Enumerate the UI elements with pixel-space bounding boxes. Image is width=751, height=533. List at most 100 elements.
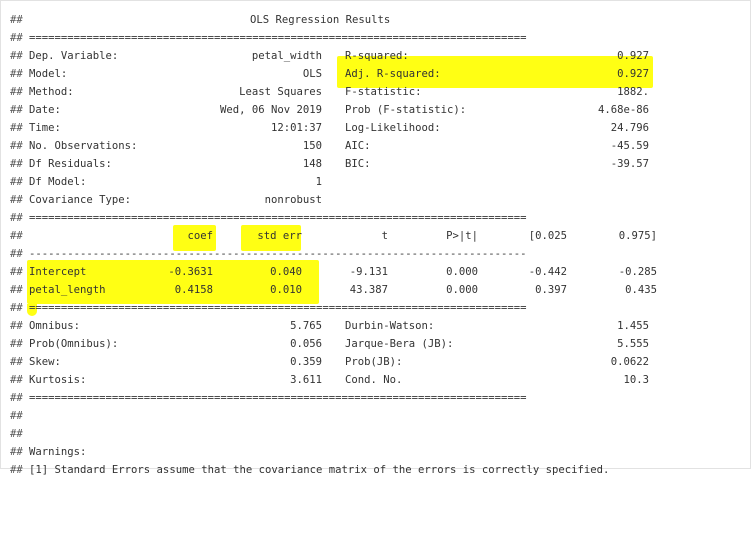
info-label: Df Residuals: [29,158,112,170]
line-prefix: ## [10,14,23,26]
coef-header-row: ## coef std err t P>|t| [0.025 0.975] [10,227,750,245]
line-prefix: ## [10,68,23,80]
info-row: ## Df Model: 1 [10,173,750,191]
diagnostic-value: 10.3 [623,374,649,386]
highlight-std-err-header [241,225,301,251]
diagnostic-value: 5.555 [617,338,649,350]
stat-label: AIC: [345,140,371,152]
warning-text: [1] Standard Errors assume that the cova… [29,464,610,476]
summary-title: OLS Regression Results [250,14,391,26]
output-cell: ## OLS Regression Results ## ===========… [0,0,751,476]
line-prefix: ## [10,212,23,224]
info-row: ## Date: Wed, 06 Nov 2019 Prob (F-statis… [10,101,750,119]
coef-value: 0.4158 [174,284,213,296]
diagnostic-value: 0.056 [290,338,322,350]
stat-label: BIC: [345,158,371,170]
diagnostic-value: 0.0622 [610,356,649,368]
highlight-adj-r-squared [337,56,653,88]
diagnostic-label: Prob(Omnibus): [29,338,119,350]
stat-label: F-statistic: [345,86,422,98]
info-value: 148 [302,158,322,170]
info-value: nonrobust [264,194,322,206]
stat-label: Log-Likelihood: [345,122,441,134]
title-line: ## OLS Regression Results [10,11,750,29]
coef-row: ## petal_length 0.4158 0.010 43.387 0.00… [10,281,750,299]
stat-value: 4.68e-86 [597,104,649,116]
coef-value: -0.3631 [168,266,213,278]
stat-value: 24.796 [610,122,649,134]
diagnostic-value: 1.455 [617,320,649,332]
column-header-coef: coef [187,230,213,242]
stat-value: -39.57 [610,158,649,170]
stat-value: 0.927 [617,68,649,80]
line-prefix: ## [10,392,23,404]
stat-value: 1882. [617,86,649,98]
diagnostic-value: 3.611 [290,374,322,386]
line-prefix: ## [10,248,23,260]
stat-label: Prob (F-statistic): [345,104,467,116]
double-rule: ========================================… [29,302,527,314]
info-value: 1 [315,176,322,188]
info-value: 150 [302,140,322,152]
line-prefix: ## [10,194,23,206]
info-value: Wed, 06 Nov 2019 [219,104,322,116]
info-label: Time: [29,122,61,134]
line-prefix: ## [10,50,23,62]
stat-label: R-squared: [345,50,409,62]
std-err-value: 0.010 [270,284,302,296]
column-header-std-err: std err [257,230,302,242]
term-name: Intercept [29,266,87,278]
info-value: petal_width [251,50,322,62]
warning-line: ## [1] Standard Errors assume that the c… [10,461,750,479]
diagnostic-row: ## Skew: 0.359 Prob(JB): 0.0622 [10,353,750,371]
info-row: ## Time: 12:01:37 Log-Likelihood: 24.796 [10,119,750,137]
info-row: ## Df Residuals: 148 BIC: -39.57 [10,155,750,173]
ci-upper-value: 0.435 [625,284,657,296]
info-label: Method: [29,86,74,98]
stat-value: 0.927 [617,50,649,62]
line-prefix: ## [10,410,23,422]
info-label: Df Model: [29,176,87,188]
info-value: 12:01:37 [270,122,322,134]
info-row: ## Covariance Type: nonrobust [10,191,750,209]
warnings-heading: Warnings: [29,446,87,458]
column-header-t: t [381,230,388,242]
line-prefix: ## [10,320,23,332]
diagnostic-label: Omnibus: [29,320,81,332]
diagnostic-label: Skew: [29,356,61,368]
rule-line: ## =====================================… [10,299,750,317]
single-rule: ----------------------------------------… [29,248,527,260]
line-prefix: ## [10,428,23,440]
warnings-heading-line: ## Warnings: [10,443,750,461]
info-value: OLS [302,68,322,80]
diagnostic-label: Cond. No. [345,374,403,386]
line-prefix: ## [10,446,23,458]
column-header-p-value: P>|t| [446,230,478,242]
rule-line: ## =====================================… [10,389,750,407]
stat-label: Adj. R-squared: [345,68,441,80]
diagnostic-value: 5.765 [290,320,322,332]
line-prefix: ## [10,230,23,242]
rule-line: ## =====================================… [10,29,750,47]
info-value: Least Squares [239,86,322,98]
blank-line: ## [10,425,750,443]
double-rule: ========================================… [29,32,527,44]
stat-value: -45.59 [610,140,649,152]
ci-upper-value: -0.285 [618,266,657,278]
diagnostic-label: Durbin-Watson: [345,320,435,332]
column-header-ci-upper: 0.975] [618,230,657,242]
double-rule: ========================================… [29,392,527,404]
line-prefix: ## [10,122,23,134]
ci-lower-value: 0.397 [535,284,567,296]
info-label: Covariance Type: [29,194,132,206]
diagnostic-row: ## Omnibus: 5.765 Durbin-Watson: 1.455 [10,317,750,335]
diagnostic-label: Jarque-Bera (JB): [345,338,454,350]
p-value: 0.000 [446,284,478,296]
info-row: ## Dep. Variable: petal_width R-squared:… [10,47,750,65]
line-prefix: ## [10,266,23,278]
ols-summary-output: ## OLS Regression Results ## ===========… [10,11,750,479]
double-rule: ========================================… [29,212,527,224]
line-prefix: ## [10,104,23,116]
diagnostic-label: Prob(JB): [345,356,403,368]
info-label: Model: [29,68,68,80]
